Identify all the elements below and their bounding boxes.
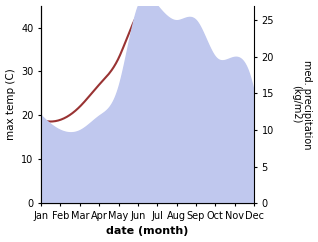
Y-axis label: med. precipitation
(kg/m2): med. precipitation (kg/m2) xyxy=(291,60,313,149)
Y-axis label: max temp (C): max temp (C) xyxy=(5,68,16,140)
X-axis label: date (month): date (month) xyxy=(107,227,189,236)
